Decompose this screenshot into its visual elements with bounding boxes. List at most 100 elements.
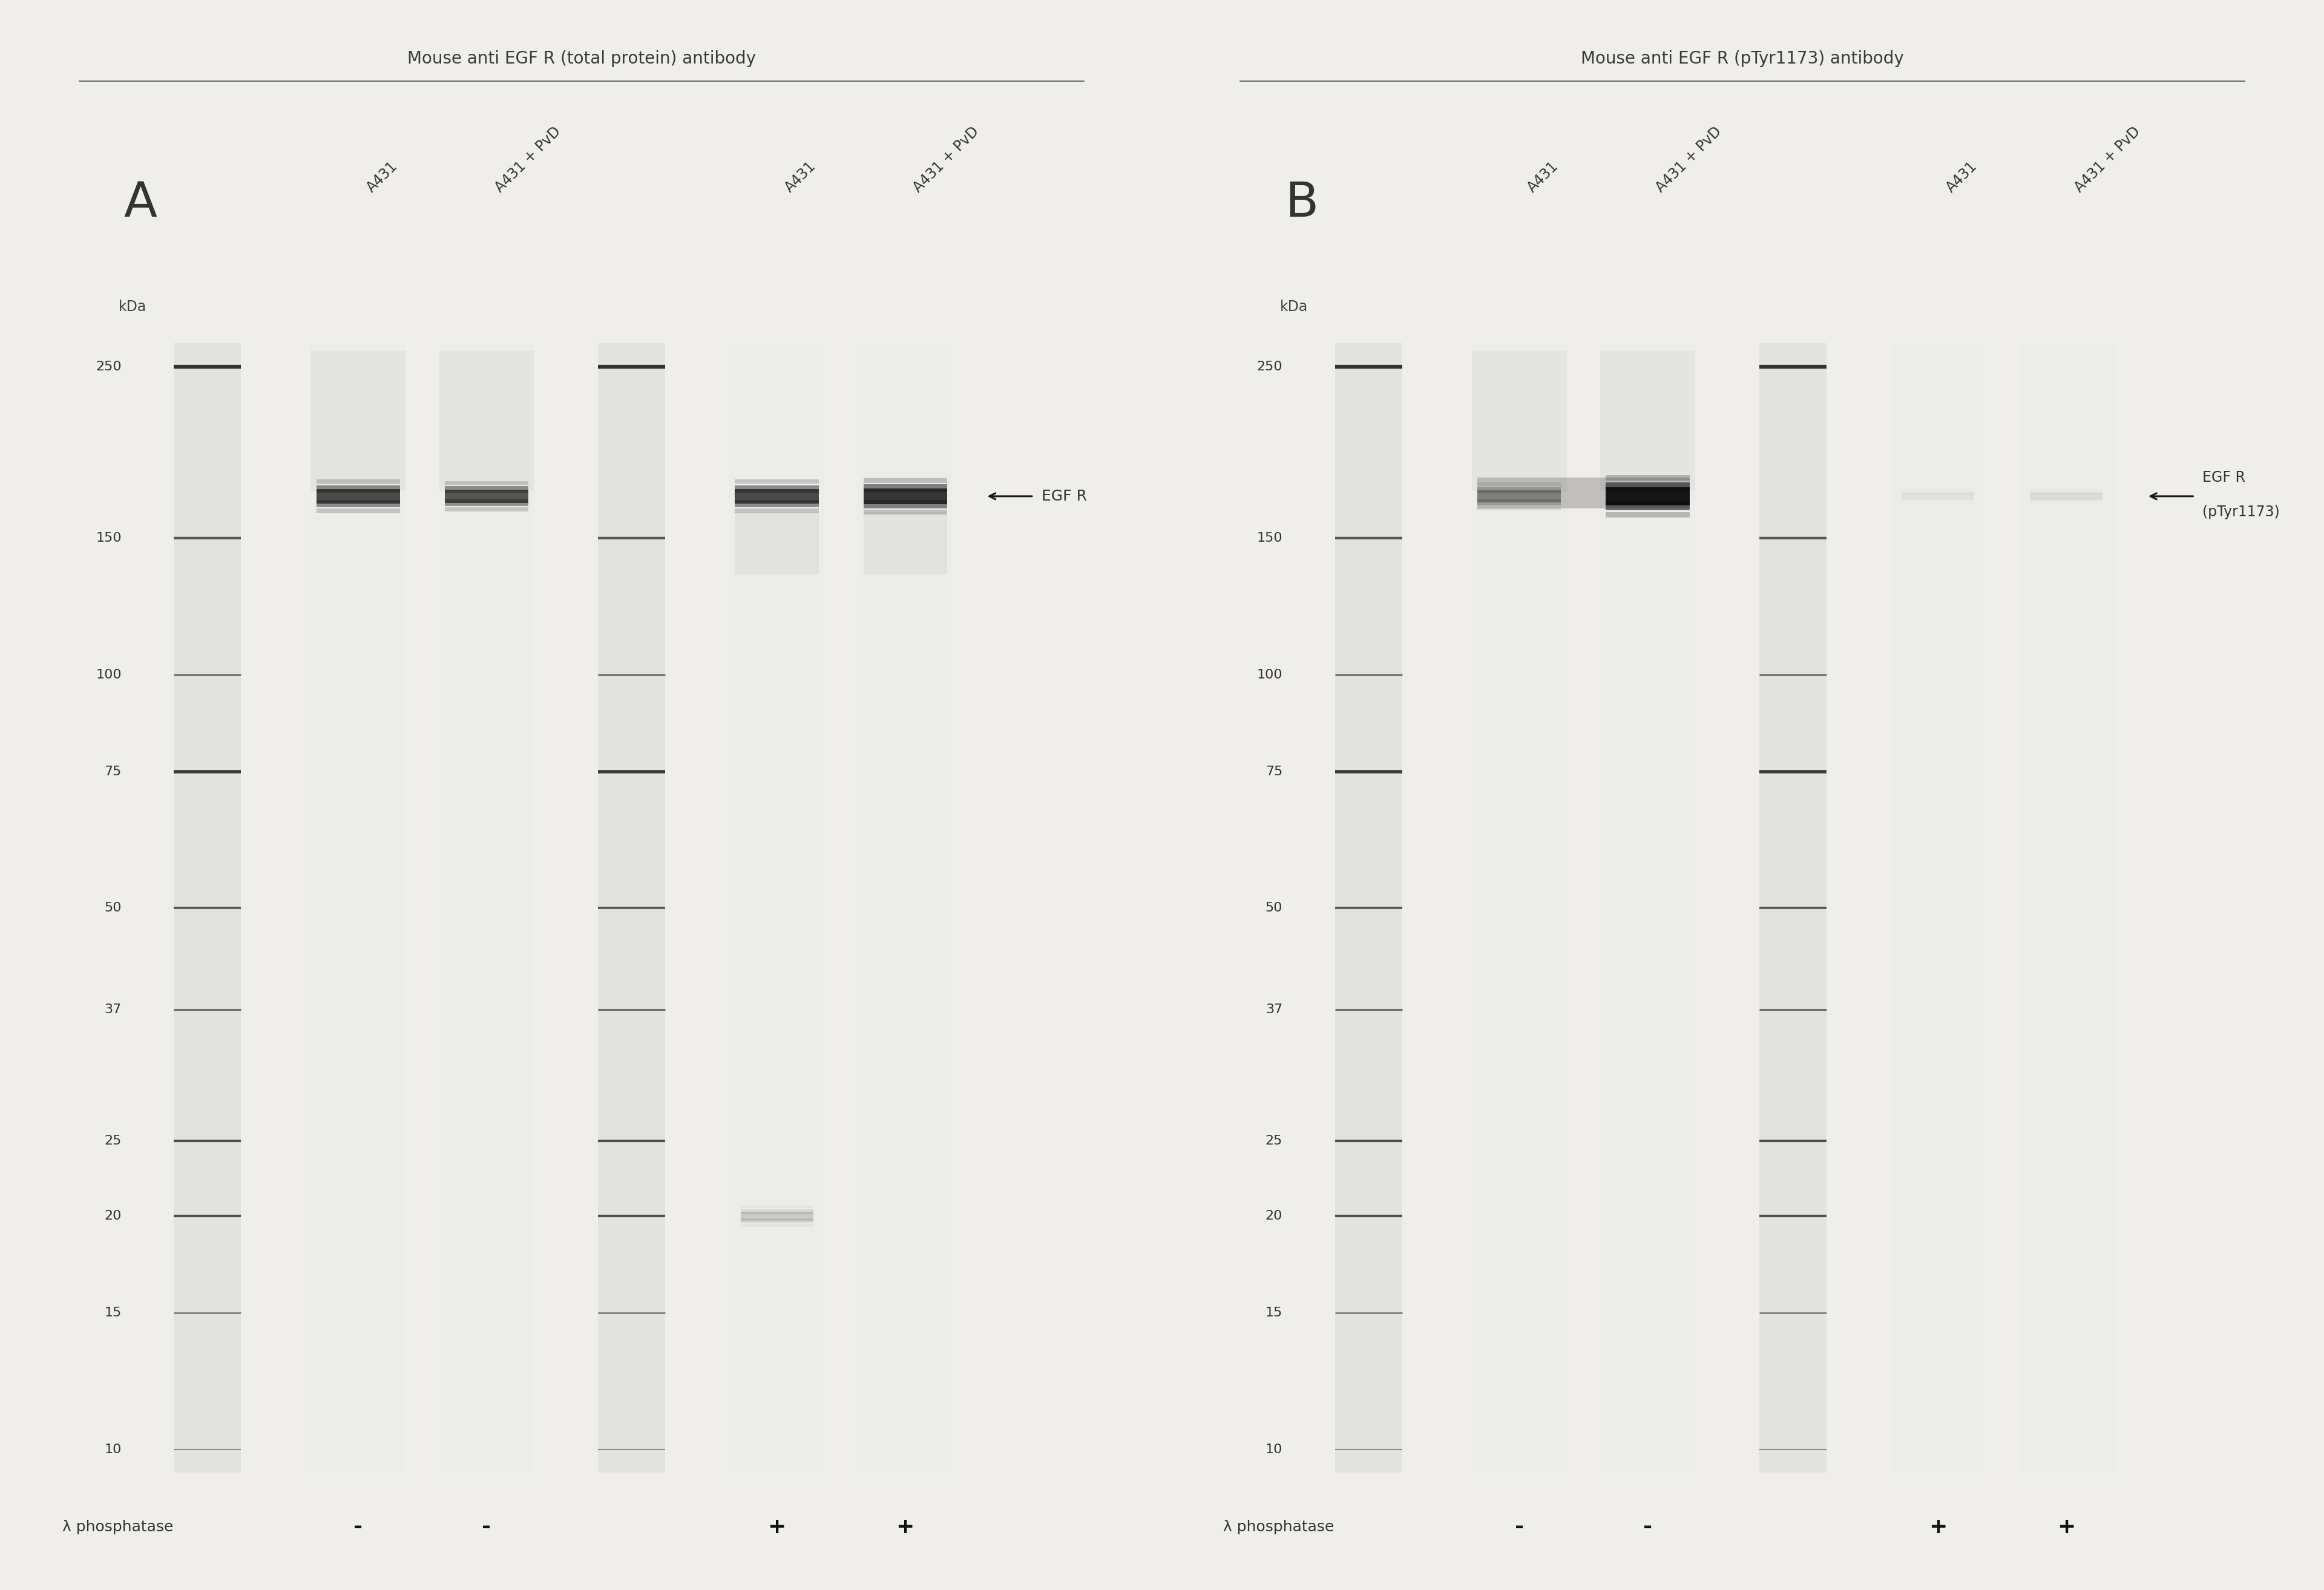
Text: A431 + PvD: A431 + PvD (911, 124, 983, 196)
Bar (311, 343, 407, 1472)
Bar (862, 510, 948, 515)
Text: +: + (767, 1517, 786, 1538)
Bar (1759, 343, 1827, 1472)
Bar (2031, 488, 2103, 491)
Bar (1478, 487, 1562, 493)
Bar (2031, 491, 2103, 494)
Bar (1889, 343, 1985, 1472)
Text: A431: A431 (1943, 159, 1980, 196)
Text: 20: 20 (105, 1210, 121, 1223)
Bar (741, 1205, 813, 1208)
Bar (1901, 488, 1973, 491)
Text: 37: 37 (105, 1003, 121, 1016)
Text: 250: 250 (95, 361, 121, 372)
Bar (1471, 351, 1566, 491)
Text: Mouse anti EGF R (total protein) antibody: Mouse anti EGF R (total protein) antibod… (407, 51, 755, 67)
Text: 150: 150 (1257, 533, 1283, 544)
Text: 15: 15 (1264, 1307, 1283, 1320)
Bar (1334, 343, 1401, 1472)
Text: A431 + PvD: A431 + PvD (1652, 124, 1724, 196)
Bar (1478, 506, 1562, 510)
Text: A431: A431 (365, 159, 400, 196)
Bar (1901, 491, 1973, 494)
Bar (439, 343, 535, 1472)
Bar (730, 343, 825, 1472)
Text: 15: 15 (105, 1307, 121, 1320)
Bar (1606, 487, 1690, 506)
Bar (2031, 493, 2103, 499)
Bar (316, 509, 400, 514)
Bar (1606, 482, 1690, 491)
Bar (741, 1218, 813, 1223)
Text: 150: 150 (95, 533, 121, 544)
Text: 50: 50 (1264, 902, 1283, 914)
Bar (316, 499, 400, 507)
Bar (734, 485, 818, 493)
Bar (862, 501, 948, 509)
Bar (316, 480, 400, 483)
Bar (862, 485, 948, 493)
Bar (597, 343, 665, 1472)
Text: -: - (1643, 1517, 1652, 1538)
Text: Mouse anti EGF R (pTyr1173) antibody: Mouse anti EGF R (pTyr1173) antibody (1580, 51, 1903, 67)
Text: 100: 100 (1257, 669, 1283, 681)
Bar (1478, 482, 1562, 487)
Bar (1471, 343, 1566, 1472)
Bar (741, 1224, 813, 1227)
Bar (444, 490, 528, 502)
Text: (pTyr1173): (pTyr1173) (2203, 504, 2280, 518)
Text: EGF R: EGF R (2203, 471, 2245, 485)
Bar (734, 509, 818, 514)
Text: kDa: kDa (1281, 299, 1308, 313)
Text: A431: A431 (1525, 159, 1562, 196)
Bar (2020, 343, 2115, 1472)
Bar (444, 482, 528, 485)
Bar (1478, 477, 1690, 509)
Bar (1601, 351, 1694, 491)
Text: A: A (123, 180, 158, 227)
Bar (734, 480, 818, 483)
Bar (734, 512, 818, 574)
Bar (1901, 493, 1973, 499)
Bar (2031, 502, 2103, 504)
Text: 25: 25 (105, 1135, 121, 1148)
Bar (1478, 490, 1562, 502)
Text: 25: 25 (1264, 1135, 1283, 1148)
Bar (444, 499, 528, 506)
Bar (1606, 475, 1690, 480)
Text: 75: 75 (1264, 765, 1283, 778)
Bar (316, 490, 400, 504)
Text: A431 + PvD: A431 + PvD (2073, 124, 2143, 196)
Bar (862, 512, 948, 574)
Text: +: + (1929, 1517, 1948, 1538)
Bar (316, 485, 400, 493)
Text: A431: A431 (783, 159, 818, 196)
Text: +: + (897, 1517, 913, 1538)
Bar (741, 1210, 813, 1213)
Bar (734, 490, 818, 504)
Bar (862, 488, 948, 504)
Bar (734, 499, 818, 507)
Bar (174, 343, 242, 1472)
Text: -: - (353, 1517, 363, 1538)
Text: 20: 20 (1264, 1210, 1283, 1223)
Text: 100: 100 (95, 669, 121, 681)
Text: 10: 10 (1264, 1444, 1283, 1455)
Bar (1478, 499, 1562, 506)
Text: +: + (2057, 1517, 2075, 1538)
Text: 75: 75 (105, 765, 121, 778)
Text: B: B (1285, 180, 1318, 227)
Text: 37: 37 (1267, 1003, 1283, 1016)
Bar (2031, 498, 2103, 501)
Bar (311, 351, 407, 491)
Bar (439, 351, 535, 491)
Bar (1901, 498, 1973, 501)
Bar (1606, 501, 1690, 510)
Text: 250: 250 (1257, 361, 1283, 372)
Text: A431 + PvD: A431 + PvD (493, 124, 562, 196)
Bar (1606, 512, 1690, 518)
Text: -: - (481, 1517, 490, 1538)
Bar (1601, 343, 1694, 1472)
Bar (444, 487, 528, 493)
Text: 50: 50 (105, 902, 121, 914)
